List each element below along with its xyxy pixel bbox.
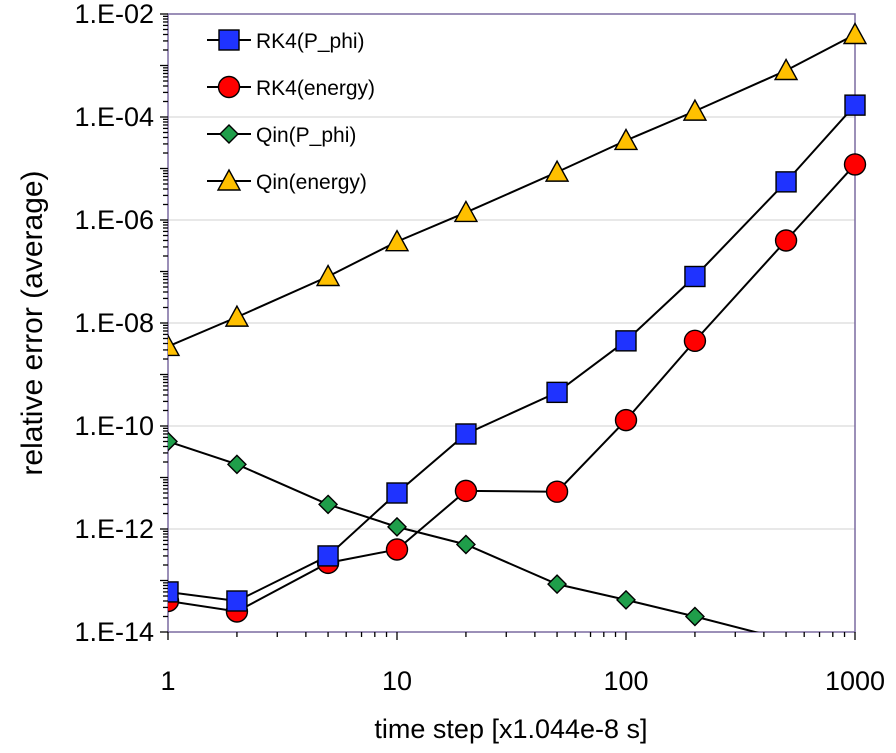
data-point-square — [168, 581, 179, 603]
data-point-triangle — [544, 159, 570, 182]
data-point-triangle — [842, 22, 868, 45]
y-tick-label: 1.E-14 — [74, 617, 154, 647]
data-point-diamond — [455, 534, 476, 555]
data-point-circle — [614, 408, 638, 432]
data-point-diamond — [616, 589, 636, 610]
data-point-circle — [683, 329, 707, 353]
data-point-circle — [385, 538, 409, 561]
legend-marker-square — [218, 29, 240, 51]
legend: RK4(P_phi) RK4(energy) Qin(P_phi) Qin(energ… — [207, 29, 375, 194]
data-point-square — [684, 265, 706, 288]
data-point-square — [386, 482, 408, 504]
data-point-square — [226, 590, 248, 612]
axis-ticks — [160, 13, 856, 640]
x-tick-label: 1 — [160, 666, 175, 696]
y-tick-label: 1.E-08 — [74, 308, 154, 338]
legend-marker-diamond — [219, 124, 239, 144]
data-point-triangle — [384, 229, 410, 252]
y-tick-label: 1.E-02 — [74, 0, 154, 29]
tick-labels: 1.E-14 1.E-12 1.E-10 1.E-08 1.E-06 1.E-04 1.E-… — [74, 0, 885, 696]
legend-label: Qin(P_phi) — [256, 124, 356, 147]
data-point-diamond — [547, 574, 568, 595]
legend-label: RK4(P_phi) — [256, 30, 365, 53]
series-markers — [168, 22, 868, 627]
x-tick-label: 100 — [603, 666, 648, 696]
data-point-square — [455, 423, 477, 445]
series-line-square — [168, 104, 856, 603]
gridlines — [168, 116, 855, 530]
data-point-diamond — [318, 494, 339, 515]
data-point-square — [844, 94, 866, 116]
data-point-triangle — [613, 128, 639, 151]
y-axis-title: relative error (average) — [16, 170, 49, 475]
y-tick-label: 1.E-04 — [74, 102, 154, 132]
legend-label: Qin(energy) — [256, 171, 367, 194]
x-tick-label: 10 — [382, 666, 412, 696]
data-point-circle — [454, 479, 478, 503]
data-point-circle — [843, 153, 867, 176]
legend-label: RK4(energy) — [256, 77, 375, 100]
data-point-triangle — [224, 304, 250, 327]
data-point-triangle — [315, 264, 341, 287]
data-point-square — [317, 545, 339, 567]
data-point-circle — [545, 480, 569, 503]
y-tick-label: 1.E-10 — [74, 411, 154, 441]
data-point-square — [775, 171, 797, 193]
y-tick-label: 1.E-06 — [74, 205, 154, 235]
y-tick-label: 1.E-12 — [74, 514, 154, 544]
data-point-diamond — [387, 516, 407, 537]
x-axis-title: time step [x1.044e-8 s] — [374, 714, 647, 744]
data-point-triangle — [453, 200, 479, 223]
series-line-triangle — [168, 33, 856, 348]
data-point-triangle — [168, 334, 181, 357]
data-point-diamond — [168, 431, 178, 452]
data-point-diamond — [684, 606, 705, 627]
data-point-diamond — [226, 454, 247, 475]
data-point-triangle — [773, 58, 799, 81]
x-tick-label: 1000 — [825, 666, 885, 696]
series-line-circle — [168, 163, 856, 613]
data-point-circle — [774, 229, 798, 252]
legend-marker-triangle — [216, 168, 242, 191]
data-point-triangle — [682, 98, 708, 121]
data-point-square — [546, 381, 568, 404]
legend-marker-circle — [217, 75, 241, 99]
data-point-square — [615, 330, 637, 352]
